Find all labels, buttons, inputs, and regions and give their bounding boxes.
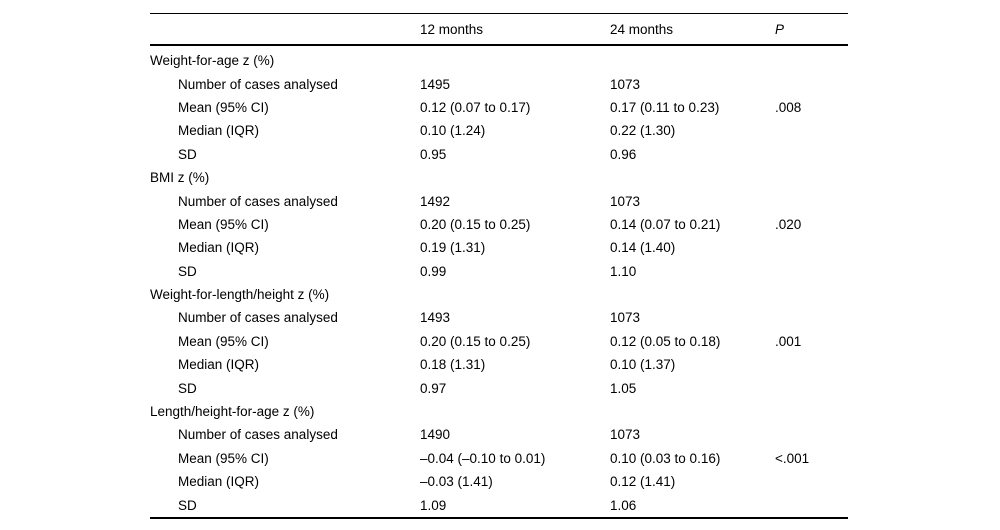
section-header-row: Weight-for-length/height z (%) <box>150 283 848 306</box>
table-row: Number of cases analysed 1495 1073 <box>150 72 848 95</box>
table-row: SD 0.95 0.96 <box>150 143 848 166</box>
cell-p <box>775 493 848 517</box>
table-row: Number of cases analysed 1490 1073 <box>150 423 848 446</box>
cell-p: .008 <box>775 99 802 115</box>
table-row: Number of cases analysed 1492 1073 <box>150 189 848 212</box>
row-label: Median (IQR) <box>178 474 260 490</box>
cell-12-months: 1490 <box>420 427 451 443</box>
cell-p <box>775 189 848 212</box>
section-header-label: Weight-for-length/height z (%) <box>150 287 330 303</box>
cell-12-months: 1.09 <box>420 497 447 513</box>
header-24-months: 24 months <box>610 13 775 46</box>
cell-12-months: 0.99 <box>420 263 447 279</box>
row-label: Number of cases analysed <box>178 193 338 209</box>
cell-12-months: 0.97 <box>420 380 447 396</box>
table-header-row: 12 months 24 months P <box>150 13 848 46</box>
cell-24-months: 0.10 (0.03 to 0.16) <box>610 450 721 466</box>
cell-24-months: 0.22 (1.30) <box>610 123 676 139</box>
results-table-wrapper: 12 months 24 months P Weight-for-age z (… <box>150 13 848 519</box>
row-label: Median (IQR) <box>178 240 260 256</box>
cell-12-months: –0.04 (–0.10 to 0.01) <box>420 450 546 466</box>
row-label: Mean (95% CI) <box>178 216 269 232</box>
row-label: Median (IQR) <box>178 357 260 373</box>
table-row: Mean (95% CI) –0.04 (–0.10 to 0.01) 0.10… <box>150 447 848 470</box>
cell-p <box>775 353 848 376</box>
row-label: SD <box>178 380 197 396</box>
table-row: Mean (95% CI) 0.20 (0.15 to 0.25) 0.12 (… <box>150 330 848 353</box>
cell-p <box>775 119 848 142</box>
table-row: Mean (95% CI) 0.20 (0.15 to 0.25) 0.14 (… <box>150 213 848 236</box>
row-label: Mean (95% CI) <box>178 450 269 466</box>
header-12-months: 12 months <box>420 13 610 46</box>
table-row: SD 0.97 1.05 <box>150 376 848 399</box>
cell-24-months: 0.17 (0.11 to 0.23) <box>610 99 720 115</box>
section-header-row: Length/height-for-age z (%) <box>150 400 848 423</box>
cell-12-months: 0.20 (0.15 to 0.25) <box>420 333 531 349</box>
cell-24-months: 0.14 (0.07 to 0.21) <box>610 216 721 232</box>
cell-12-months: –0.03 (1.41) <box>420 474 493 490</box>
cell-p <box>775 306 848 329</box>
table-row: SD 1.09 1.06 <box>150 493 848 517</box>
section-header-label: BMI z (%) <box>150 170 210 186</box>
table-row: Median (IQR) 0.19 (1.31) 0.14 (1.40) <box>150 236 848 259</box>
cell-24-months: 1073 <box>610 76 641 92</box>
table-row: Median (IQR) 0.18 (1.31) 0.10 (1.37) <box>150 353 848 376</box>
cell-24-months: 1.06 <box>610 497 637 513</box>
cell-24-months: 1073 <box>610 310 641 326</box>
table-row: Median (IQR) –0.03 (1.41) 0.12 (1.41) <box>150 470 848 493</box>
section-header-label: Weight-for-age z (%) <box>150 53 275 69</box>
row-label: Median (IQR) <box>178 123 260 139</box>
row-label: SD <box>178 146 197 162</box>
header-p: P <box>775 13 848 46</box>
header-empty <box>150 13 420 46</box>
row-label: SD <box>178 497 197 513</box>
cell-p: .020 <box>775 216 802 232</box>
cell-12-months: 0.20 (0.15 to 0.25) <box>420 216 531 232</box>
cell-p: <.001 <box>775 450 810 466</box>
cell-24-months: 0.14 (1.40) <box>610 240 676 256</box>
cell-12-months: 1493 <box>420 310 451 326</box>
cell-12-months: 1495 <box>420 76 451 92</box>
cell-24-months: 0.12 (1.41) <box>610 474 676 490</box>
row-label: Number of cases analysed <box>178 310 338 326</box>
cell-p <box>775 423 848 446</box>
table-row: SD 0.99 1.10 <box>150 260 848 283</box>
row-label: Number of cases analysed <box>178 427 338 443</box>
cell-p <box>775 72 848 95</box>
cell-24-months: 1.10 <box>610 263 637 279</box>
table-row: Mean (95% CI) 0.12 (0.07 to 0.17) 0.17 (… <box>150 96 848 119</box>
cell-12-months: 1492 <box>420 193 451 209</box>
cell-p <box>775 143 848 166</box>
row-label: Mean (95% CI) <box>178 99 269 115</box>
cell-24-months: 0.96 <box>610 146 637 162</box>
cell-p <box>775 260 848 283</box>
table-row: Number of cases analysed 1493 1073 <box>150 306 848 329</box>
section-header-row: Weight-for-age z (%) <box>150 45 848 72</box>
results-table: 12 months 24 months P Weight-for-age z (… <box>150 13 848 519</box>
cell-24-months: 1073 <box>610 427 641 443</box>
cell-12-months: 0.12 (0.07 to 0.17) <box>420 99 531 115</box>
cell-24-months: 0.12 (0.05 to 0.18) <box>610 333 721 349</box>
section-header-label: Length/height-for-age z (%) <box>150 404 315 420</box>
cell-p <box>775 236 848 259</box>
table-row: Median (IQR) 0.10 (1.24) 0.22 (1.30) <box>150 119 848 142</box>
section-header-row: BMI z (%) <box>150 166 848 189</box>
cell-12-months: 0.10 (1.24) <box>420 123 486 139</box>
cell-24-months: 1.05 <box>610 380 637 396</box>
cell-12-months: 0.19 (1.31) <box>420 240 486 256</box>
row-label: Mean (95% CI) <box>178 333 269 349</box>
cell-12-months: 0.18 (1.31) <box>420 357 486 373</box>
cell-p <box>775 376 848 399</box>
cell-p <box>775 470 848 493</box>
cell-p: .001 <box>775 333 802 349</box>
cell-12-months: 0.95 <box>420 146 447 162</box>
cell-24-months: 0.10 (1.37) <box>610 357 676 373</box>
cell-24-months: 1073 <box>610 193 641 209</box>
row-label: SD <box>178 263 197 279</box>
row-label: Number of cases analysed <box>178 76 338 92</box>
